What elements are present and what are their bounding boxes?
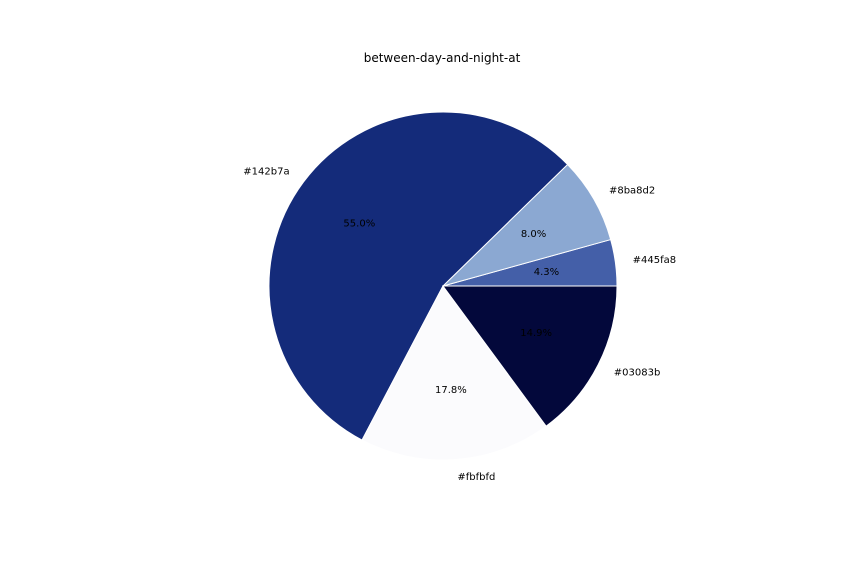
slice-label-3: #fbfbfd xyxy=(457,472,495,483)
percent-label-1: 8.0% xyxy=(521,229,546,240)
slice-label-0: #445fa8 xyxy=(633,255,676,266)
slice-label-2: #142b7a xyxy=(243,167,289,178)
chart-title: between-day-and-night-at xyxy=(363,51,521,65)
slice-labels: #445fa8 #8ba8d2 #142b7a #fbfbfd #03083b xyxy=(243,167,676,483)
percent-label-4: 14.9% xyxy=(520,328,552,339)
percent-labels: 4.3% 8.0% 55.0% 17.8% 14.9% xyxy=(343,219,559,397)
pie-slices xyxy=(268,111,618,461)
percent-label-0: 4.3% xyxy=(534,267,559,278)
pie-slice-4 xyxy=(442,285,618,427)
pie-slice-2 xyxy=(268,111,569,441)
pie-slice-3 xyxy=(361,285,547,461)
slice-label-1: #8ba8d2 xyxy=(609,186,655,197)
slice-label-4: #03083b xyxy=(614,367,661,378)
percent-label-2: 55.0% xyxy=(343,219,375,230)
percent-label-3: 17.8% xyxy=(435,385,467,396)
